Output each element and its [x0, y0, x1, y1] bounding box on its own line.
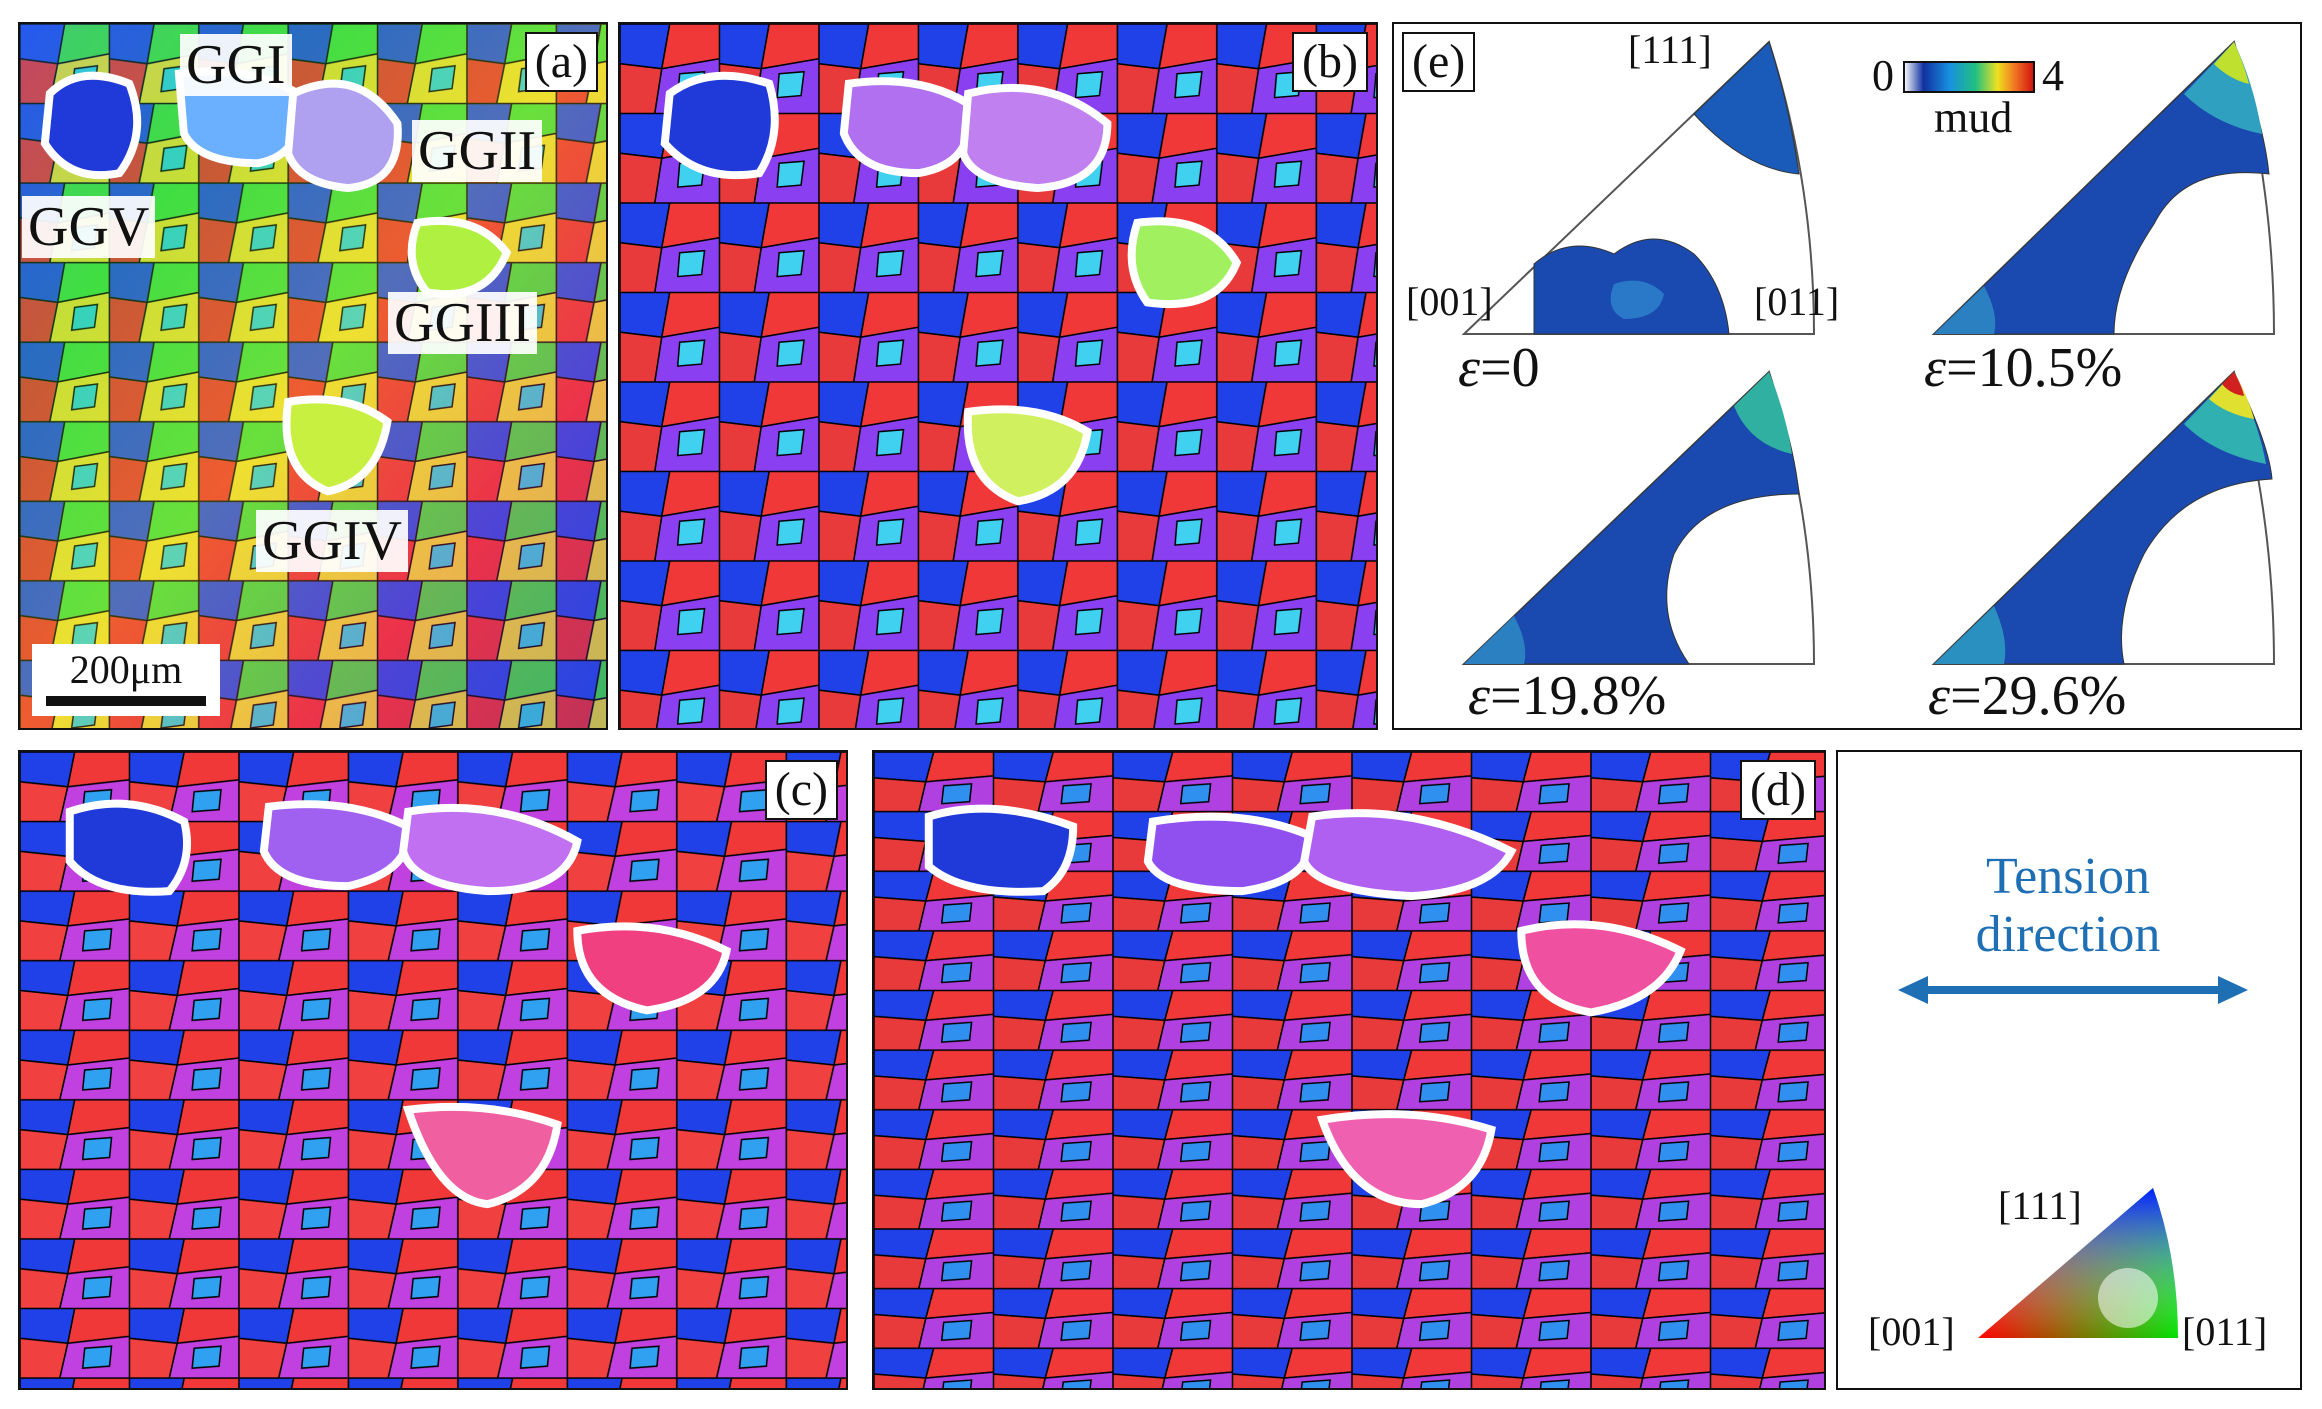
scale-bar-line: [46, 696, 206, 706]
ebsd-map-d: (d): [872, 750, 1826, 1390]
strain-label-1: ε=10.5%: [1924, 337, 2123, 399]
panel-label-b: (b): [1292, 32, 1368, 92]
ipf-label-001: [001]: [1406, 279, 1493, 324]
legend-panel: Tension direction [111] [001] [011]: [1836, 750, 2302, 1390]
key-label-001: [001]: [1868, 1309, 1955, 1354]
ipf-plots-svg: [1461, 40, 2276, 665]
mud-colorbar: [1903, 61, 2035, 93]
tension-label: Tension direction: [1918, 848, 2218, 964]
colorbar-unit: mud: [1934, 93, 2013, 142]
grain-label-ggv: GGV: [22, 196, 156, 258]
ebsd-grain-map-c: [20, 752, 846, 1388]
ipf-plot-3: [1931, 370, 2276, 665]
key-label-011: [011]: [2182, 1309, 2268, 1354]
ebsd-grain-map-b: [620, 24, 1376, 728]
panel-label-d: (d): [1740, 760, 1816, 820]
scale-bar: 200μm: [32, 644, 220, 716]
ipf-label-111: [111]: [1628, 27, 1712, 72]
ebsd-map-c: (c): [18, 750, 848, 1390]
colorbar-min: 0: [1872, 51, 1894, 100]
grain-label-ggi: GGI: [180, 34, 292, 96]
scale-bar-text: 200μm: [69, 647, 183, 692]
grain-label-ggii: GGII: [412, 120, 543, 182]
tension-line2: direction: [1975, 906, 2161, 963]
strain-label-2: ε=19.8%: [1468, 665, 1667, 727]
strain-label-0: ε=0: [1458, 337, 1540, 399]
ebsd-grain-map-d: [874, 752, 1824, 1388]
tension-line1: Tension: [1986, 848, 2150, 905]
ipf-label-011: [011]: [1754, 279, 1840, 324]
grain-label-ggiii: GGIII: [388, 292, 537, 354]
key-label-111: [111]: [1998, 1183, 2082, 1228]
strain-label-3: ε=29.6%: [1928, 665, 2127, 727]
ebsd-map-b: (b): [618, 22, 1378, 730]
ipf-plot-2: [1461, 370, 1816, 665]
panel-label-c: (c): [764, 760, 838, 820]
tension-arrow: [1898, 976, 2248, 1004]
ipf-plot-0: [1461, 40, 1816, 335]
panel-label-e: (e): [1402, 32, 1476, 92]
ipf-color-key: [1978, 1188, 2178, 1338]
grain-label-ggiv: GGIV: [256, 510, 408, 572]
ipf-plot-1: [1931, 40, 2276, 335]
colorbar-max: 4: [2042, 51, 2064, 100]
ebsd-map-a: (a) GGI GGII GGIII GGIV GGV 200μm: [18, 22, 608, 730]
ipf-panel-e: (e): [1392, 22, 2302, 730]
panel-label-a: (a): [524, 32, 598, 92]
